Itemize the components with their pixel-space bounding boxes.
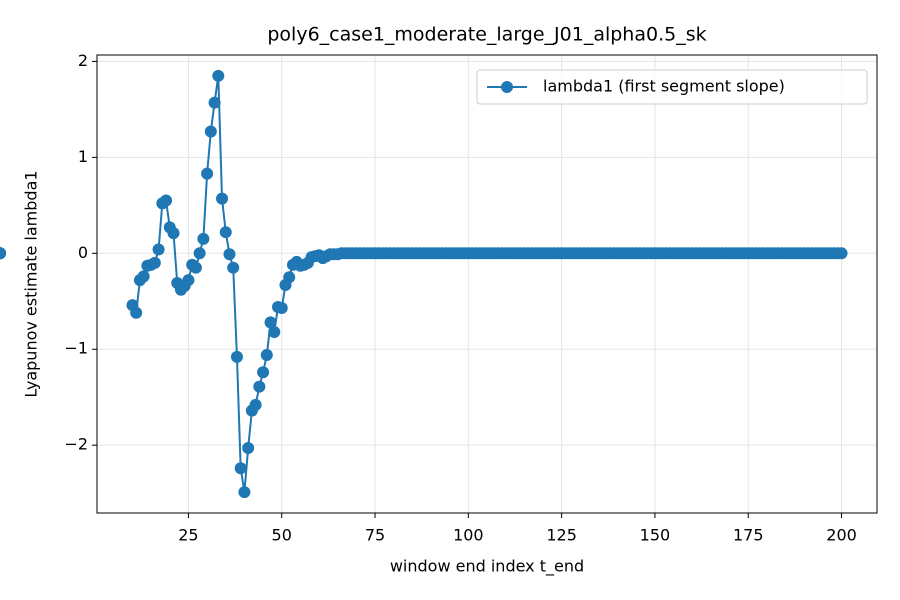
- x-axis-label: window end index t_end: [390, 557, 584, 577]
- point: [257, 366, 270, 379]
- x-tick-label: 175: [733, 526, 764, 545]
- point: [234, 462, 247, 475]
- legend: lambda1 (first segment slope): [476, 69, 868, 105]
- point: [219, 226, 232, 239]
- x-tick-label: 25: [178, 526, 198, 545]
- point: [260, 348, 273, 361]
- y-tick-label: 0: [78, 243, 88, 262]
- point: [0, 247, 6, 260]
- legend-box: [476, 69, 868, 105]
- point: [249, 398, 262, 411]
- point: [201, 167, 214, 180]
- y-tick-label: 2: [78, 51, 88, 70]
- point: [264, 316, 277, 329]
- legend-label: lambda1 (first segment slope): [543, 77, 785, 96]
- point: [835, 247, 848, 260]
- legend-marker: [501, 81, 513, 93]
- point: [212, 69, 225, 82]
- point: [204, 125, 217, 138]
- point: [148, 256, 161, 269]
- x-tick-label: 100: [453, 526, 484, 545]
- x-tick-label: 50: [272, 526, 292, 545]
- y-tick-label: 1: [78, 147, 88, 166]
- point: [167, 227, 180, 240]
- plot-frame: [96, 54, 878, 514]
- x-tick-label: 150: [640, 526, 671, 545]
- point: [283, 271, 296, 284]
- chart-title: poly6_case1_moderate_large_J01_alpha0.5_…: [267, 24, 706, 46]
- point: [193, 247, 206, 260]
- x-tick-label: 125: [546, 526, 577, 545]
- point: [223, 248, 236, 261]
- point: [275, 301, 288, 314]
- point: [227, 261, 240, 274]
- point: [242, 442, 255, 455]
- point: [197, 232, 210, 245]
- y-axis-label: Lyapunov estimate lambda1: [22, 170, 41, 397]
- x-tick-label: 75: [365, 526, 385, 545]
- point: [268, 325, 281, 338]
- y-tick-label: −2: [64, 435, 88, 454]
- point: [189, 261, 202, 274]
- point: [216, 192, 229, 205]
- point: [130, 306, 143, 319]
- x-tick-label: 200: [826, 526, 857, 545]
- point: [230, 350, 243, 363]
- point: [208, 96, 221, 109]
- point: [238, 486, 251, 499]
- y-tick-label: −1: [64, 339, 88, 358]
- point: [160, 194, 173, 207]
- point: [253, 380, 266, 393]
- point: [182, 274, 195, 287]
- point: [152, 243, 165, 256]
- point: [137, 270, 150, 283]
